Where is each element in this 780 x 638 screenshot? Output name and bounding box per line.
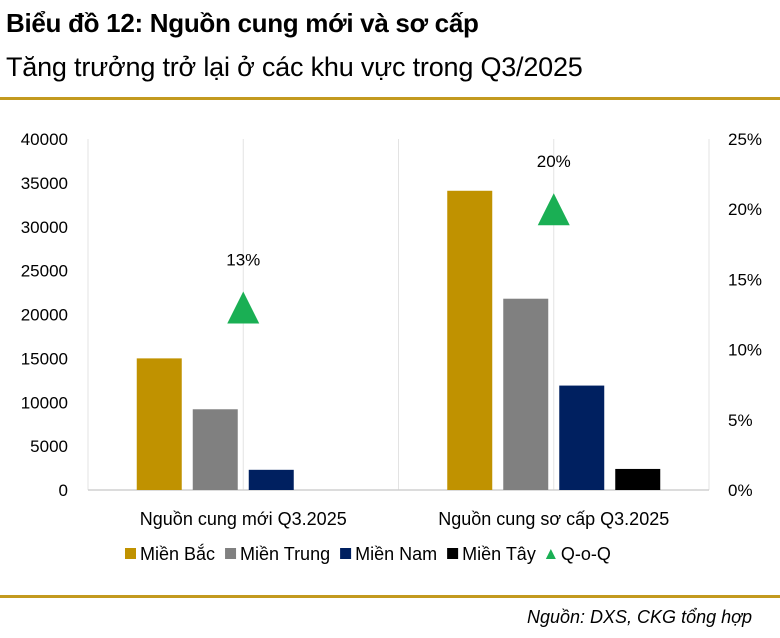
legend-label: Miền Tây [462,544,536,564]
legend-label: Miền Nam [355,544,437,564]
bottom-divider [0,595,780,598]
bar-miền-nam [248,469,294,490]
right-axis-tick: 10% [728,341,762,360]
right-axis-tick: 5% [728,411,753,430]
legend-label: Miền Bắc [140,543,215,564]
source-note: Nguồn: DXS, CKG tổng hợp [527,607,752,627]
left-axis-tick: 20000 [21,306,68,325]
category-label: Nguồn cung sơ cấp Q3.2025 [438,509,669,529]
qoq-triangle-marker [227,291,260,324]
legend-swatch [447,548,459,559]
legend-label: Q-o-Q [561,544,611,564]
category-label: Nguồn cung mới Q3.2025 [140,509,347,529]
bar-miền-bắc [447,190,493,490]
left-axis-tick: 30000 [21,218,68,237]
right-axis-tick: 25% [728,130,762,149]
chart-title: Biểu đồ 12: Nguồn cung mới và sơ cấp [6,8,479,38]
right-axis-tick: 0% [728,481,753,500]
right-axis-tick: 15% [728,270,762,289]
left-axis-tick: 0 [59,481,68,500]
left-axis-tick: 5000 [30,437,68,456]
legend-swatch [225,548,237,559]
qoq-triangle-marker [537,193,570,226]
bar-miền-bắc [136,358,182,490]
legend-triangle-icon [545,549,556,559]
bar-miền-trung [192,409,238,490]
bar-miền-trung [503,298,549,490]
left-axis-tick: 35000 [21,174,68,193]
left-axis-tick: 40000 [21,130,68,149]
bar-miền-nam [559,385,605,490]
legend-swatch [125,548,136,559]
left-axis-tick: 10000 [21,393,68,412]
chart-subtitle: Tăng trưởng trở lại ở các khu vực trong … [6,52,583,82]
right-axis-tick: 20% [728,200,762,219]
qoq-data-label: 20% [537,152,571,171]
left-axis-tick: 15000 [21,349,68,368]
bar-miền-tây [615,468,661,490]
left-axis-tick: 25000 [21,262,68,281]
legend-label: Miền Trung [240,544,330,564]
top-divider [0,97,780,100]
qoq-data-label: 13% [226,250,260,269]
legend-swatch [340,548,352,559]
